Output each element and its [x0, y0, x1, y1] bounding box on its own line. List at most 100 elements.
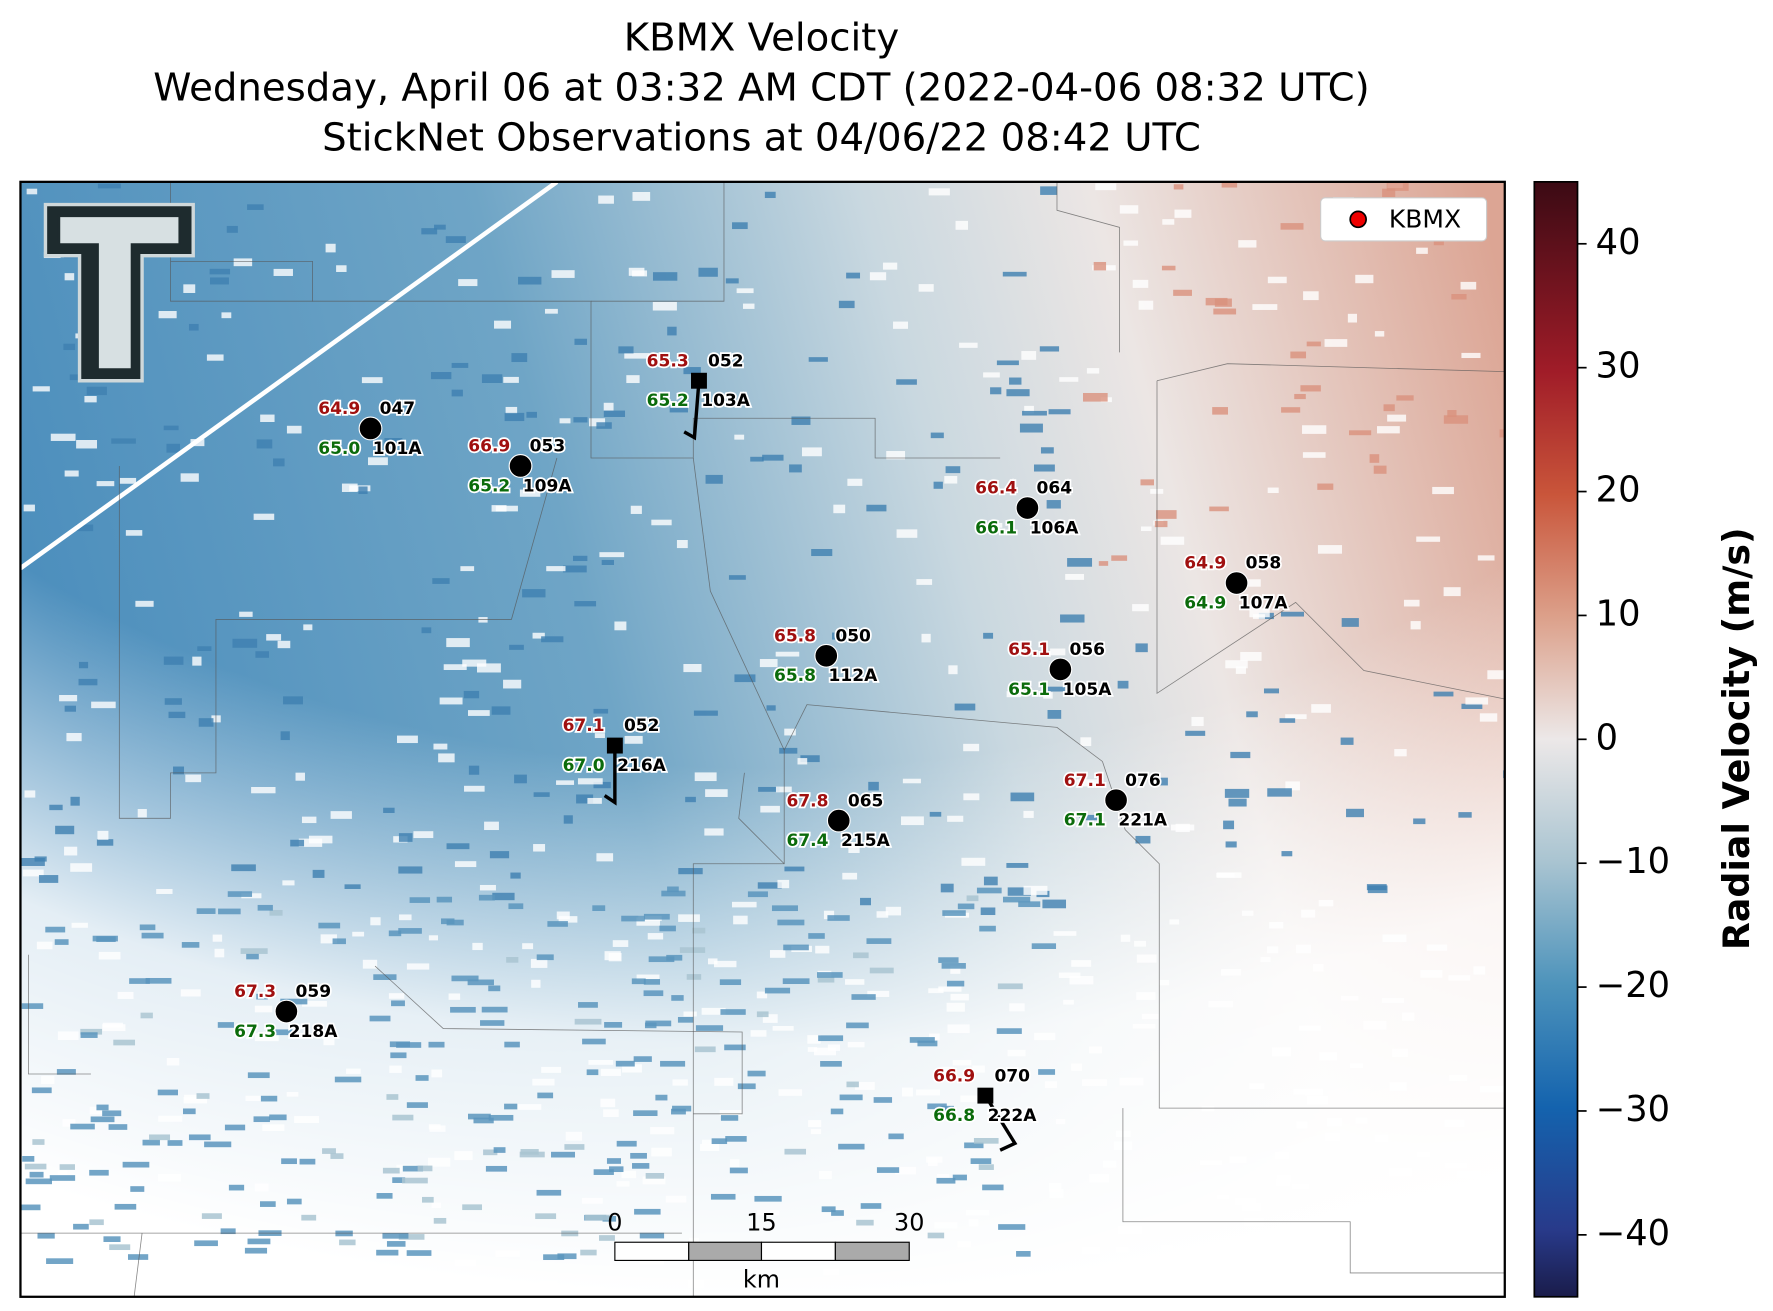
speckle [198, 718, 214, 727]
speckle [352, 931, 365, 937]
speckle [259, 1201, 276, 1207]
speckle [454, 1151, 473, 1161]
speckle [1009, 377, 1022, 385]
speckle [163, 656, 184, 665]
speckle [1162, 219, 1175, 225]
speckle [594, 733, 605, 739]
speckle [224, 1124, 246, 1131]
speckle [973, 1137, 999, 1144]
speckle [166, 443, 181, 453]
speckle [451, 362, 469, 368]
speckle [616, 1181, 630, 1187]
speckle [869, 967, 894, 974]
speckle [1069, 975, 1094, 985]
speckle [1102, 1280, 1119, 1287]
speckle [21, 1204, 41, 1211]
speckle [1290, 351, 1307, 359]
speckle [1223, 820, 1235, 830]
speckle [137, 809, 147, 818]
speckle [476, 663, 501, 673]
speckle [1382, 934, 1407, 943]
speckle [869, 272, 887, 281]
dewpoint: 67.0 [563, 756, 605, 776]
dewpoint: 65.2 [468, 476, 510, 496]
speckle [757, 1210, 780, 1216]
speckle [180, 989, 201, 997]
speckle [196, 908, 216, 914]
speckle [963, 743, 980, 752]
speckle [1369, 454, 1380, 463]
speckle [38, 875, 59, 883]
speckle [766, 705, 776, 711]
speckle [290, 839, 305, 847]
speckle [692, 927, 706, 934]
station-id: 106A [1030, 518, 1080, 538]
speckle [406, 1102, 428, 1108]
speckle [933, 481, 943, 489]
speckle [1018, 901, 1041, 908]
speckle [119, 477, 137, 484]
speckle [511, 353, 528, 363]
speckle [856, 1219, 874, 1226]
speckle [320, 934, 337, 944]
speckle [70, 796, 80, 806]
temperature: 65.8 [774, 626, 816, 646]
speckle [608, 952, 622, 962]
speckle [91, 701, 116, 709]
speckle [50, 433, 76, 441]
speckle [330, 811, 352, 819]
speckle [97, 183, 121, 189]
temperature: 67.1 [563, 716, 605, 736]
speckle [941, 963, 966, 969]
speckle [209, 268, 231, 275]
speckle [495, 1250, 520, 1257]
speckle [1477, 1223, 1495, 1228]
speckle [1048, 409, 1071, 415]
speckle [84, 396, 97, 403]
speckle [677, 1016, 694, 1023]
speckle [729, 1167, 748, 1174]
speckle [813, 1047, 836, 1056]
speckle [488, 985, 501, 992]
speckle [273, 268, 293, 276]
speckle [430, 372, 452, 380]
speckle [406, 1250, 432, 1256]
speckle [70, 1123, 95, 1130]
speckle [1349, 430, 1372, 436]
speckle [1002, 896, 1031, 903]
speckle [598, 1235, 615, 1241]
speckle [701, 1007, 726, 1015]
speckle [468, 1113, 491, 1120]
speckle [158, 311, 177, 319]
speckle [158, 1115, 183, 1122]
speckle [639, 1232, 665, 1239]
speckle [847, 478, 863, 486]
speckle [173, 766, 185, 775]
temperature: 67.1 [1064, 771, 1106, 791]
speckle [1076, 779, 1100, 787]
speckle [734, 674, 756, 683]
speckle [508, 903, 524, 910]
speckle [1174, 209, 1192, 218]
speckle [603, 402, 614, 411]
speckle [1252, 614, 1265, 619]
speckle [1299, 1288, 1321, 1296]
speckle [36, 941, 53, 950]
speckle [1191, 716, 1204, 727]
speckle [669, 404, 688, 413]
speckle [784, 866, 805, 872]
speckle [964, 1142, 984, 1149]
speckle [220, 1228, 236, 1235]
speckle [462, 659, 487, 667]
speckle [724, 1044, 746, 1051]
speckle [808, 933, 825, 939]
station-id: 222A [988, 1106, 1038, 1126]
speckle [1034, 1032, 1056, 1041]
speckle [965, 1209, 990, 1216]
speckle [665, 1195, 687, 1203]
speckle [233, 258, 253, 267]
speckle [1367, 885, 1388, 894]
speckle [700, 1144, 720, 1151]
speckle [97, 830, 109, 840]
speckle [963, 793, 980, 801]
